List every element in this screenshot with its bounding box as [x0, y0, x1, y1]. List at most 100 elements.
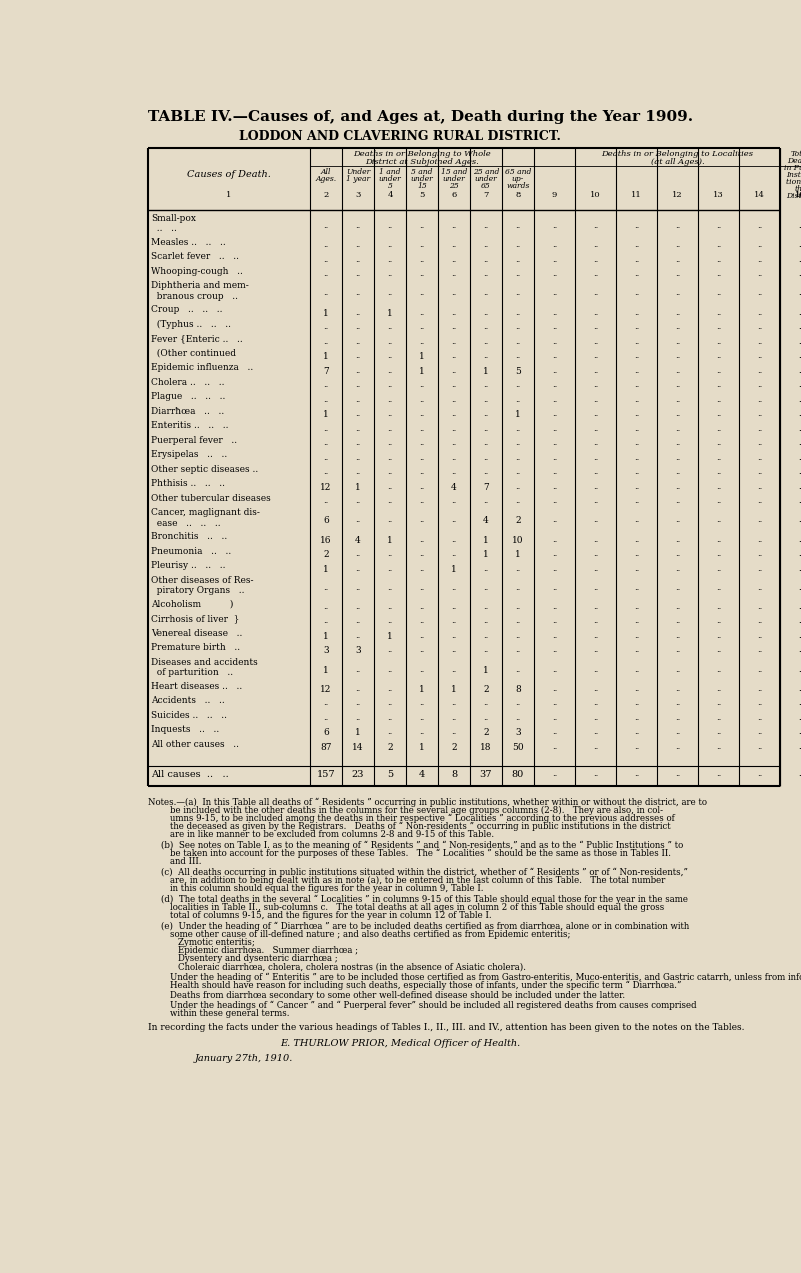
Text: ..: .. [388, 482, 392, 490]
Text: ..: .. [798, 289, 801, 298]
Text: ..: .. [634, 381, 639, 390]
Text: ..: .. [716, 256, 721, 264]
Text: ..: .. [757, 439, 762, 447]
Text: 6: 6 [323, 728, 329, 737]
Text: 1: 1 [323, 666, 329, 675]
Text: 18: 18 [481, 743, 492, 752]
Text: ..: .. [798, 564, 801, 573]
Text: 7: 7 [483, 482, 489, 491]
Text: ..: .. [757, 584, 762, 592]
Text: ..: .. [388, 714, 392, 722]
Text: ..: .. [716, 323, 721, 331]
Text: ..: .. [798, 666, 801, 673]
Text: ..: .. [634, 714, 639, 722]
Text: ..: .. [675, 270, 680, 279]
Text: Pneumonia   ..   ..: Pneumonia .. .. [151, 547, 231, 556]
Text: ..: .. [798, 550, 801, 558]
Text: ..: .. [388, 468, 392, 476]
Text: ..: .. [356, 453, 360, 462]
Text: be included with the other deaths in the columns for the several age groups colu: be included with the other deaths in the… [170, 806, 663, 815]
Text: 6: 6 [323, 517, 329, 526]
Text: umns 9-15, to be included among the deaths in their respective “ Localities ” ac: umns 9-15, to be included among the deat… [170, 815, 674, 824]
Text: ..: .. [798, 517, 801, 524]
Text: the deceased as given by the Registrars.   Deaths of “ Non-residents ” occurring: the deceased as given by the Registrars.… [170, 822, 670, 831]
Text: ..: .. [757, 308, 762, 317]
Text: ..: .. [552, 367, 557, 374]
Text: ..: .. [420, 699, 425, 708]
Text: ..: .. [593, 410, 598, 418]
Text: ..: .. [593, 381, 598, 390]
Text: ..: .. [356, 617, 360, 625]
Text: 3: 3 [515, 728, 521, 737]
Text: ..: .. [356, 564, 360, 573]
Text: ..: .. [552, 564, 557, 573]
Text: ..: .. [798, 270, 801, 279]
Text: Premature birth   ..: Premature birth .. [151, 643, 240, 652]
Text: ..: .. [634, 666, 639, 673]
Text: ..: .. [757, 381, 762, 390]
Text: ..: .. [483, 222, 489, 230]
Text: ..: .. [757, 714, 762, 722]
Text: wards: wards [506, 182, 529, 190]
Text: ..: .. [420, 308, 425, 317]
Text: ..: .. [356, 425, 360, 433]
Text: ..: .. [634, 353, 639, 360]
Text: ..: .. [483, 564, 489, 573]
Text: ..: .. [552, 410, 557, 418]
Text: ..: .. [356, 699, 360, 708]
Text: 16: 16 [795, 191, 801, 199]
Text: ..: .. [552, 337, 557, 345]
Text: ..: .. [757, 685, 762, 693]
Text: ..: .. [675, 410, 680, 418]
Text: ..: .. [420, 439, 425, 447]
Text: ..: .. [452, 222, 457, 230]
Text: ..: .. [483, 496, 489, 505]
Text: ..: .. [452, 496, 457, 505]
Text: ..: .. [552, 584, 557, 592]
Text: 10: 10 [590, 191, 601, 199]
Text: Small-pox: Small-pox [151, 214, 196, 223]
Text: ..: .. [798, 714, 801, 722]
Text: ..: .. [452, 337, 457, 345]
Text: ..: .. [452, 323, 457, 331]
Text: ..: .. [452, 256, 457, 264]
Text: Cancer, maglignant dis-: Cancer, maglignant dis- [151, 508, 260, 517]
Text: ..: .. [515, 270, 521, 279]
Text: Accidents   ..   ..: Accidents .. .. [151, 696, 225, 705]
Text: ..: .. [798, 439, 801, 447]
Text: ..: .. [388, 453, 392, 462]
Text: ..: .. [675, 453, 680, 462]
Text: ..: .. [757, 396, 762, 404]
Text: 4: 4 [451, 482, 457, 491]
Text: ..: .. [324, 584, 328, 592]
Text: ..: .. [324, 425, 328, 433]
Text: ..: .. [552, 699, 557, 708]
Text: 1: 1 [323, 564, 329, 574]
Text: ..: .. [593, 603, 598, 611]
Text: ..: .. [593, 337, 598, 345]
Text: (b)  See notes on Table I. as to the meaning of “ Residents ” and “ Non-resident: (b) See notes on Table I. as to the mean… [161, 841, 683, 850]
Text: ..: .. [675, 603, 680, 611]
Text: 12: 12 [672, 191, 682, 199]
Text: ..: .. [798, 410, 801, 418]
Text: ..: .. [452, 353, 457, 360]
Text: ..: .. [593, 631, 598, 640]
Text: 1: 1 [323, 631, 329, 640]
Text: ..: .. [356, 308, 360, 317]
Text: ..: .. [757, 323, 762, 331]
Text: ..: .. [675, 425, 680, 433]
Text: ..: .. [716, 631, 721, 640]
Text: ..: .. [757, 564, 762, 573]
Text: ..: .. [420, 517, 425, 524]
Text: ..: .. [452, 584, 457, 592]
Text: ..: .. [634, 617, 639, 625]
Text: ..: .. [388, 270, 392, 279]
Text: ..: .. [798, 381, 801, 390]
Text: ..: .. [388, 699, 392, 708]
Text: ..: .. [420, 496, 425, 505]
Text: 5: 5 [387, 770, 393, 779]
Text: ..: .. [634, 517, 639, 524]
Text: ..: .. [798, 468, 801, 476]
Text: Erysipelas   ..   ..: Erysipelas .. .. [151, 451, 227, 460]
Text: Other septic diseases ..: Other septic diseases .. [151, 465, 258, 474]
